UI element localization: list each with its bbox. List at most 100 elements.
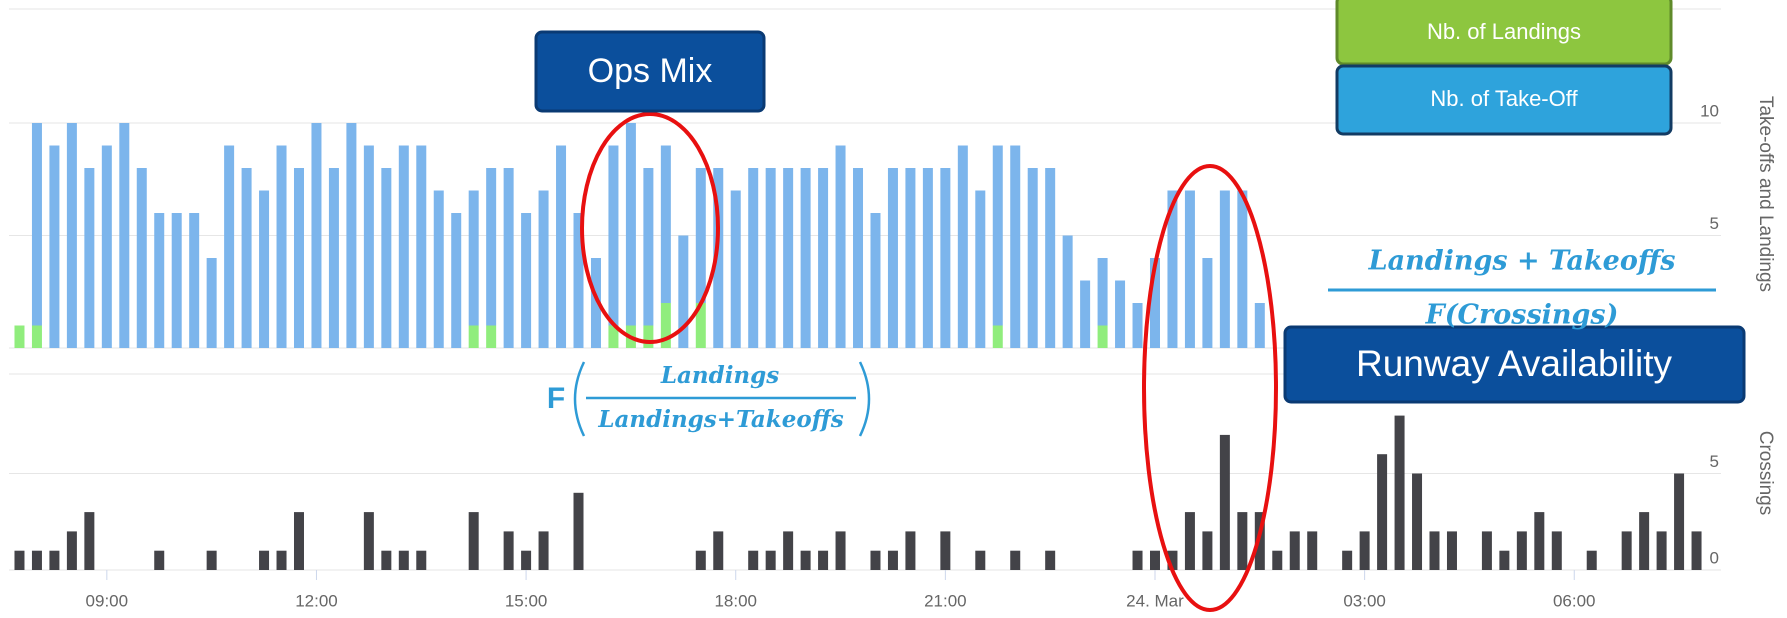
bar bbox=[1097, 258, 1108, 326]
formula-left-prefix: F bbox=[547, 382, 565, 415]
bar bbox=[206, 550, 217, 570]
bar bbox=[381, 168, 392, 348]
bar bbox=[293, 512, 304, 570]
bar bbox=[84, 512, 95, 570]
bar bbox=[189, 213, 200, 348]
bar bbox=[49, 550, 60, 570]
bar bbox=[730, 190, 741, 348]
bar bbox=[1132, 550, 1143, 570]
bar bbox=[1184, 512, 1195, 570]
bar bbox=[695, 303, 706, 348]
bar bbox=[887, 168, 898, 348]
y-axis-title: Take-offs and Landings bbox=[1755, 96, 1776, 292]
bar bbox=[608, 325, 619, 348]
formula-right-denominator: F(Crossings) bbox=[1425, 300, 1619, 331]
y-tick-label: 5 bbox=[1710, 214, 1719, 233]
bar bbox=[940, 531, 951, 570]
bar bbox=[748, 168, 759, 348]
bar bbox=[154, 550, 165, 570]
bar bbox=[940, 168, 951, 348]
bar bbox=[835, 145, 846, 348]
bar bbox=[1551, 531, 1562, 570]
bar bbox=[1167, 190, 1178, 348]
y-tick-label: 10 bbox=[1700, 101, 1719, 120]
plot-area: 5 10 Take-offs and Landings 0 5 Crossings 09:0… bbox=[9, 8, 1776, 610]
bar bbox=[1167, 550, 1178, 570]
bar bbox=[783, 531, 794, 570]
bar bbox=[975, 190, 986, 348]
bar bbox=[398, 550, 409, 570]
bar bbox=[503, 531, 514, 570]
ops-mix-ellipse bbox=[580, 112, 720, 344]
bar bbox=[1045, 168, 1056, 348]
bar bbox=[1097, 325, 1108, 348]
bar bbox=[259, 550, 270, 570]
formula-right-numerator: Landings + Takeoffs bbox=[1368, 246, 1676, 277]
bar bbox=[66, 531, 77, 570]
bar bbox=[1149, 258, 1160, 348]
bar bbox=[1342, 550, 1353, 570]
paren-right bbox=[858, 361, 871, 437]
bar bbox=[887, 550, 898, 570]
bar bbox=[31, 550, 42, 570]
bar bbox=[643, 168, 654, 326]
bar bbox=[556, 145, 567, 348]
bar bbox=[870, 550, 881, 570]
bar bbox=[1586, 550, 1597, 570]
annotations: Ops Mix Runway Availability Nb. of Landi… bbox=[534, 0, 1746, 612]
bar bbox=[451, 213, 462, 348]
bar bbox=[538, 531, 549, 570]
bar bbox=[905, 168, 916, 348]
bar bbox=[1184, 190, 1195, 348]
bar bbox=[713, 531, 724, 570]
bar bbox=[468, 190, 479, 326]
bar bbox=[1010, 550, 1021, 570]
bar bbox=[1045, 550, 1056, 570]
bar bbox=[1534, 512, 1545, 570]
bar bbox=[1516, 531, 1527, 570]
legend-takeoff bbox=[1335, 64, 1673, 136]
x-tick-label: 09:00 bbox=[86, 591, 129, 610]
bar bbox=[957, 145, 968, 348]
bar bbox=[1639, 512, 1650, 570]
bar bbox=[224, 145, 235, 348]
legend-landings-label: Nb. of Landings bbox=[1427, 19, 1581, 44]
bar bbox=[241, 168, 252, 348]
bar bbox=[1027, 168, 1038, 348]
paren-left bbox=[573, 361, 586, 437]
formula-left-denominator: Landings+Takeoffs bbox=[597, 406, 843, 433]
runway-label: Runway Availability bbox=[1356, 343, 1673, 384]
bar bbox=[870, 213, 881, 348]
bar bbox=[608, 145, 619, 326]
bar bbox=[119, 123, 130, 348]
bar bbox=[660, 145, 671, 303]
bar bbox=[311, 123, 322, 348]
bar bbox=[818, 168, 829, 348]
bar bbox=[171, 213, 182, 348]
bar bbox=[1272, 550, 1283, 570]
bar bbox=[1359, 531, 1370, 570]
bar bbox=[101, 145, 112, 348]
bar bbox=[1010, 145, 1021, 348]
formula-left-numerator: Landings bbox=[660, 362, 779, 389]
bar bbox=[1115, 280, 1126, 348]
bar bbox=[695, 168, 706, 303]
ops-mix-box bbox=[534, 30, 766, 113]
bar bbox=[695, 550, 706, 570]
bar bbox=[328, 168, 339, 348]
bar bbox=[486, 168, 497, 326]
x-tick-label: 21:00 bbox=[924, 591, 967, 610]
bar bbox=[206, 258, 217, 348]
bar bbox=[713, 168, 724, 348]
bar bbox=[66, 123, 77, 348]
x-tick-label: 12:00 bbox=[295, 591, 338, 610]
bar bbox=[573, 492, 584, 570]
bar bbox=[1062, 235, 1073, 348]
bar bbox=[14, 550, 25, 570]
bar bbox=[625, 123, 636, 326]
legend-takeoff-label: Nb. of Take-Off bbox=[1430, 86, 1578, 111]
bar bbox=[1481, 531, 1492, 570]
bar bbox=[783, 168, 794, 348]
bar bbox=[521, 550, 532, 570]
